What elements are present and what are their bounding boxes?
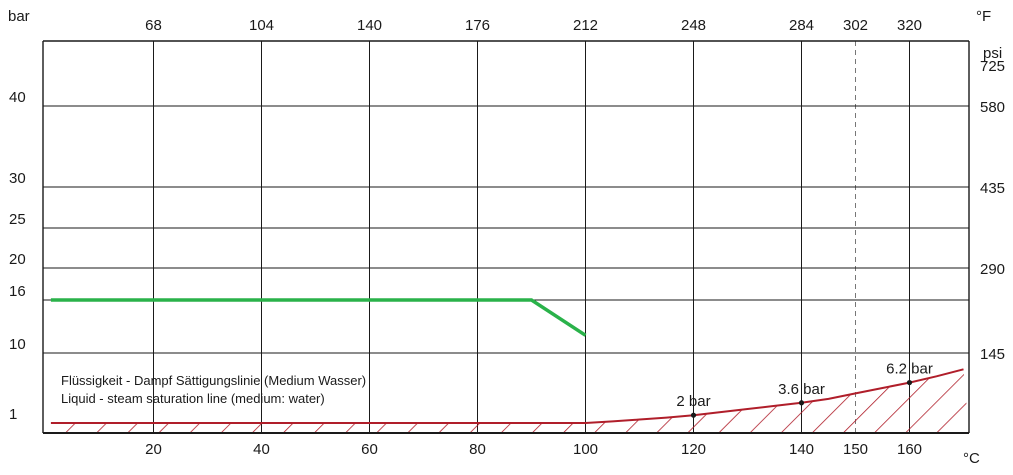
x-top-tick-label: 104 <box>249 17 274 34</box>
saturation-point-marker <box>798 400 805 406</box>
annotation-line: Liquid - steam saturation line (medium: … <box>61 391 325 406</box>
y-left-tick-label: 16 <box>9 283 26 300</box>
y-right-tick-label: 290 <box>980 261 1005 278</box>
saturation-point-label: 6.2 bar <box>886 361 933 378</box>
series-layer <box>50 298 964 424</box>
unit-label-celsius: °C <box>963 450 980 467</box>
x-bottom-tick-label: 40 <box>253 441 270 458</box>
x-top-tick-label: 320 <box>897 17 922 34</box>
saturation-point-label: 3.6 bar <box>778 381 825 398</box>
y-left-tick-label: 10 <box>9 336 26 353</box>
saturation-point-marker <box>906 379 913 386</box>
saturation-point-label: 2 bar <box>676 393 710 410</box>
y-right-tick-label: 145 <box>980 346 1005 363</box>
unit-label-fahrenheit: °F <box>976 8 991 25</box>
y-right-tick-label: 435 <box>980 180 1005 197</box>
x-top-tick-label: 176 <box>465 17 490 34</box>
unit-label-psi: psi <box>983 45 1002 62</box>
x-bottom-tick-label: 80 <box>469 441 486 458</box>
x-top-tick-label: 248 <box>681 17 706 34</box>
unit-label-bar: bar <box>8 8 30 25</box>
x-bottom-tick-label: 100 <box>573 441 598 458</box>
y-right-tick-label: 725 <box>980 58 1005 75</box>
annotations: 2 bar 3.6 bar 6.2 bar Flüssigkeit - Dampf S… <box>61 361 933 411</box>
x-bottom-tick-label: 20 <box>145 441 162 458</box>
x-top-tick-label: 302 <box>843 17 868 34</box>
y-left-tick-label: 30 <box>9 170 26 187</box>
x-bottom-tick-label: 140 <box>789 441 814 458</box>
x-bottom-tick-label: 60 <box>361 441 378 458</box>
y-left-tick-label: 1 <box>9 406 17 423</box>
x-top-tick-label: 68 <box>145 17 162 34</box>
saturation-point-marker <box>690 412 697 418</box>
plot-frame <box>42 40 970 434</box>
x-bottom-tick-label: 150 <box>843 441 868 458</box>
x-top-tick-label: 212 <box>573 17 598 34</box>
operating-limit-line <box>50 298 587 337</box>
x-top-tick-label: 140 <box>357 17 382 34</box>
x-bottom-tick-label: 160 <box>897 441 922 458</box>
y-left-tick-label: 25 <box>9 211 26 228</box>
y-left-tick-label: 40 <box>9 89 26 106</box>
x-bottom-tick-label: 120 <box>681 441 706 458</box>
y-left-tick-label: 20 <box>9 251 26 268</box>
annotation-line: Flüssigkeit - Dampf Sättigungslinie (Med… <box>61 373 366 388</box>
saturation-line <box>50 368 964 424</box>
hatched-area-layer <box>50 369 969 433</box>
x-top-tick-label: 284 <box>789 17 814 34</box>
y-right-tick-label: 580 <box>980 99 1005 116</box>
saturation-area-hatch <box>50 369 969 433</box>
